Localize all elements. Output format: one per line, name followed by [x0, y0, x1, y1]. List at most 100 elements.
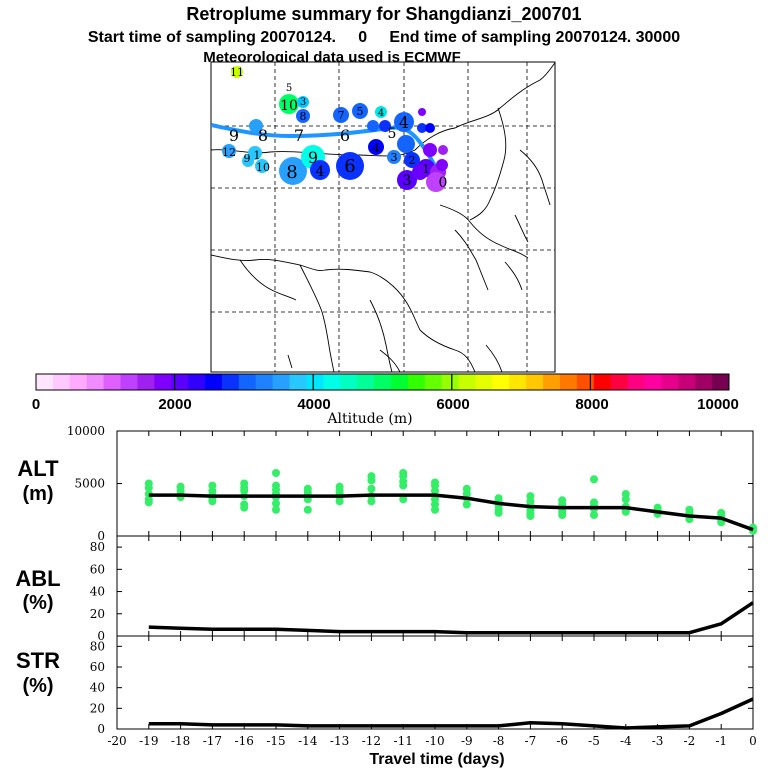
alt-panel: 10000 5000 0 — [67, 424, 757, 543]
plume-bubble — [404, 152, 420, 168]
plume-label: 8 — [258, 126, 268, 145]
altitude-point — [526, 512, 535, 521]
plume-label: 6 — [340, 126, 350, 145]
colorbar-swatch — [475, 374, 493, 390]
plume-bubble — [425, 123, 435, 133]
colorbar-swatch — [678, 374, 696, 390]
plume-bubble — [375, 106, 387, 118]
y-tick-label: 80 — [90, 540, 105, 554]
altitude-point — [590, 511, 598, 519]
x-tick-label: -12 — [362, 734, 381, 748]
plume-bubble — [423, 143, 437, 157]
abl-panel: 80 60 40 20 0 — [90, 535, 754, 643]
altitude-point — [431, 505, 439, 514]
y-tick-label: 0 — [97, 529, 105, 543]
panel-frame — [116, 635, 754, 730]
x-tick-label: -19 — [139, 734, 158, 748]
sampling-time-line: Start time of sampling 20070124. 0 End t… — [88, 29, 680, 46]
x-tick-label: -8 — [493, 734, 505, 748]
colorbar-swatch — [559, 374, 578, 390]
x-tick-label: -1 — [715, 734, 727, 748]
plume-bubble — [412, 164, 428, 180]
colorbar-swatch — [593, 374, 612, 390]
colorbar-swatch — [205, 374, 223, 390]
str-panel: 80 60 40 20 0 — [90, 635, 754, 736]
plume-bubble — [367, 120, 379, 132]
colorbar-swatch — [458, 374, 476, 390]
plume-label: 11 — [230, 66, 244, 79]
abl-panel-title: ABL — [15, 566, 60, 591]
colorbar-ticks: 0 2000 4000 6000 8000 10000 — [32, 396, 739, 413]
plume-label: 12 — [222, 146, 236, 159]
plume-label: 7 — [338, 109, 345, 122]
plume-bubble — [222, 144, 236, 158]
colorbar-swatch — [154, 374, 172, 390]
colorbar-swatch — [407, 374, 426, 390]
altitude-point — [494, 508, 503, 517]
plume-label: 5 — [286, 83, 292, 94]
altitude-point — [272, 505, 280, 514]
plume-bubble — [249, 119, 263, 133]
plume-bubble — [379, 120, 391, 132]
colorbar-swatch — [306, 374, 324, 390]
plume-trajectory-line — [211, 123, 442, 176]
colorbar-swatch — [340, 374, 358, 390]
plume-label: 4 — [399, 113, 409, 132]
plume-bubble — [333, 107, 349, 123]
plume-bubble — [255, 159, 269, 173]
plume-bubble — [368, 139, 384, 155]
colorbar-frame — [35, 373, 730, 391]
colorbar-swatch — [323, 374, 341, 390]
altitude-point — [335, 497, 344, 506]
colorbar-swatch — [188, 374, 206, 390]
plume-label: 3 — [300, 97, 306, 108]
altitude-point — [431, 486, 439, 495]
figure-title: Retroplume summary for Shangdianzi_20070… — [186, 4, 581, 24]
colorbar-swatch — [289, 374, 307, 390]
x-tick-label: -17 — [203, 734, 222, 748]
colorbar-tick-label: 2000 — [158, 396, 191, 413]
colorbar-tick-label: 8000 — [575, 396, 608, 413]
altitude-point — [144, 483, 153, 492]
colorbar-swatch — [661, 374, 679, 390]
plume-label: 1 — [254, 149, 261, 162]
plume-bubble — [352, 103, 368, 119]
colorbar-tick-label: 0 — [32, 396, 40, 413]
plume-bubble — [436, 159, 448, 171]
colorbar-swatch — [712, 374, 730, 390]
plume-bubble — [417, 123, 427, 133]
colorbar-swatch — [390, 374, 409, 390]
plume-bubble — [418, 108, 426, 116]
colorbar-swatch — [424, 374, 443, 390]
plume-bubble — [279, 157, 307, 185]
altitude-point — [558, 511, 567, 519]
colorbar-swatch — [526, 374, 544, 390]
plume-label: 5 — [357, 105, 364, 118]
x-tick-label: -4 — [620, 734, 632, 748]
plume-label: 4 — [372, 141, 380, 155]
str-series-line — [148, 697, 754, 730]
plume-label: 8 — [286, 162, 297, 183]
colorbar-tick-label: 4000 — [297, 396, 330, 413]
plume-bubble — [279, 94, 299, 114]
x-tick-label: -16 — [235, 734, 254, 748]
altitude-point — [144, 498, 153, 507]
plume-bubble — [438, 145, 448, 155]
x-tick-label: -20 — [107, 734, 126, 748]
plume-bubble — [397, 170, 417, 190]
plume-bubble — [397, 135, 415, 153]
y-tick-label: 0 — [97, 722, 105, 736]
y-tick-label: 80 — [90, 639, 105, 653]
colorbar-tick-label: 10000 — [697, 396, 739, 413]
colorbar-swatch — [238, 374, 257, 390]
alt-series-line — [148, 493, 754, 532]
x-tick-label: -15 — [266, 734, 285, 748]
y-tick-label: 20 — [90, 701, 105, 715]
x-tick-label: -6 — [556, 734, 568, 748]
colorbar-swatch — [255, 374, 274, 390]
plume-label: 0 — [439, 175, 448, 191]
colorbar-swatch — [103, 374, 122, 390]
plume-labels: 11 5 10 3 8 7 5 4 9 8 7 6 5 4 12 9 1 10 … — [222, 66, 447, 191]
altitude-point — [367, 484, 376, 493]
y-tick-label: 0 — [97, 629, 105, 643]
